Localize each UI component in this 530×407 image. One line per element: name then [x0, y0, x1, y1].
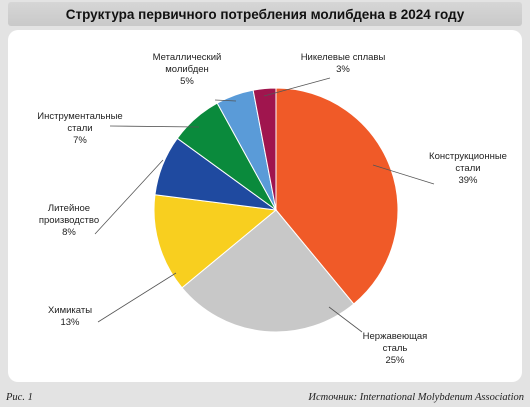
- slice-label: Инструментальные стали 7%: [37, 111, 122, 146]
- slice-value: 25%: [385, 355, 405, 366]
- slice-label: Нержавеющая сталь 25%: [363, 331, 428, 366]
- slice-label-line: стали: [455, 163, 480, 174]
- slice-value: 5%: [180, 76, 194, 87]
- pie-slices: [153, 87, 399, 333]
- leader-line: [214, 99, 237, 102]
- slice-value: 8%: [62, 227, 76, 238]
- slice-label: Химикаты 13%: [48, 305, 92, 328]
- slice-label-line: Инструментальные: [37, 111, 122, 122]
- slice-labels: Конструкционные стали 39%Нержавеющая сталь 2…: [37, 52, 507, 366]
- leader-line: [328, 306, 363, 333]
- leader-line: [372, 164, 435, 185]
- pie-slice: [181, 209, 355, 333]
- slice-label: Литейное производство 8%: [39, 203, 99, 238]
- pie-slice: [252, 87, 277, 211]
- slice-label-line: Нержавеющая: [363, 331, 428, 342]
- slice-label: Металлический молибден 5%: [153, 52, 222, 87]
- slice-value: 3%: [336, 64, 350, 75]
- slice-label-line: производство: [39, 215, 99, 226]
- slice-label-line: Конструкционные: [429, 151, 507, 162]
- pie-slice: [153, 194, 278, 289]
- slice-value: 13%: [60, 317, 80, 328]
- slice-label-line: Никелевые сплавы: [301, 52, 386, 63]
- slice-label-line: сталь: [383, 343, 408, 354]
- slice-label-line: Металлический: [153, 52, 222, 63]
- title-bar: Структура первичного потребления молибде…: [8, 2, 522, 26]
- slice-label-line: Литейное: [48, 203, 90, 214]
- slice-label: Конструкционные стали 39%: [429, 151, 507, 186]
- slice-value: 7%: [73, 135, 87, 146]
- leader-line: [97, 272, 177, 323]
- slice-value: 39%: [458, 175, 478, 186]
- chart-title: Структура первичного потребления молибде…: [65, 6, 465, 22]
- slice-label-line: молибден: [165, 64, 209, 75]
- slice-label-line: стали: [67, 123, 92, 134]
- source-note: Источник: International Molybdenum Assoc…: [308, 392, 524, 403]
- leader-line: [263, 77, 331, 97]
- leader-line: [94, 159, 164, 235]
- pie-chart: Конструкционные стали 39%Нержавеющая сталь 2…: [37, 52, 507, 366]
- pie-slice: [275, 87, 399, 305]
- leader-lines: [94, 77, 435, 333]
- slice-label-line: Химикаты: [48, 305, 92, 316]
- leader-line: [109, 125, 200, 128]
- figure-number: Рис. 1: [6, 392, 33, 403]
- slice-label: Никелевые сплавы 3%: [301, 52, 386, 75]
